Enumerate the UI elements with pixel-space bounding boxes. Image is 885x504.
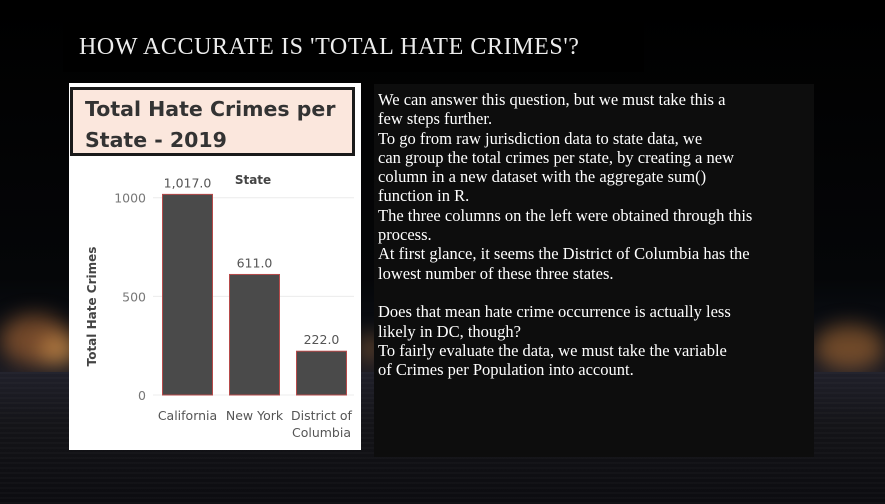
text-line: of Crimes per Population into account. [378,360,634,380]
bar-district-of-columbia [296,350,347,396]
text-line: function in R. [378,186,470,206]
category-label: California [158,408,217,423]
text-line [378,283,814,302]
category-label: District of [291,408,353,423]
bar-california [162,193,213,396]
text-line: Does that mean hate crime occurrence is … [378,302,731,322]
right-background-strip [814,84,885,457]
text-line: process. [378,225,432,245]
bar-chart: State 0 500 1000 Total Hate Crimes 1,017.0 Cal… [85,173,354,440]
y-tick-label: 0 [138,388,146,403]
slide-title: HOW ACCURATE IS 'TOTAL HATE CRIMES'? [63,22,644,72]
text-line: At first glance, it seems the District o… [378,244,750,264]
chart-title: Total Hate Crimes per State - 2019 [70,87,355,156]
data-label: 1,017.0 [164,175,212,190]
y-tick-label: 1000 [114,191,146,206]
text-line: column in a new dataset with the aggrega… [378,167,707,187]
chart-title-line-1: Total Hate Crimes per [85,97,336,121]
explanation-text-panel: We can answer this question, but we must… [374,84,814,457]
text-line: few steps further. [378,109,493,129]
data-label: 222.0 [304,332,340,347]
text-line: To go from raw jurisdiction data to stat… [378,128,703,148]
y-axis-label: Total Hate Crimes [85,247,99,367]
y-tick-label: 500 [122,289,146,304]
category-label: New York [226,408,284,423]
text-line: To fairly evaluate the data, we must tak… [378,340,727,360]
column-header: State [235,173,271,187]
chart-title-line-2: State - 2019 [85,128,227,152]
text-line: can group the total crimes per state, by… [378,147,734,167]
data-label: 611.0 [237,255,273,270]
chart-panel: Total Hate Crimes per State - 2019 State… [69,83,361,450]
bar-new-york [229,273,280,396]
category-label: Columbia [292,425,351,440]
text-line: The three columns on the left were obtai… [378,205,753,225]
text-line: lowest number of these three states. [378,263,614,283]
text-line: We can answer this question, but we must… [378,90,726,109]
text-line: likely in DC, though? [378,321,521,341]
